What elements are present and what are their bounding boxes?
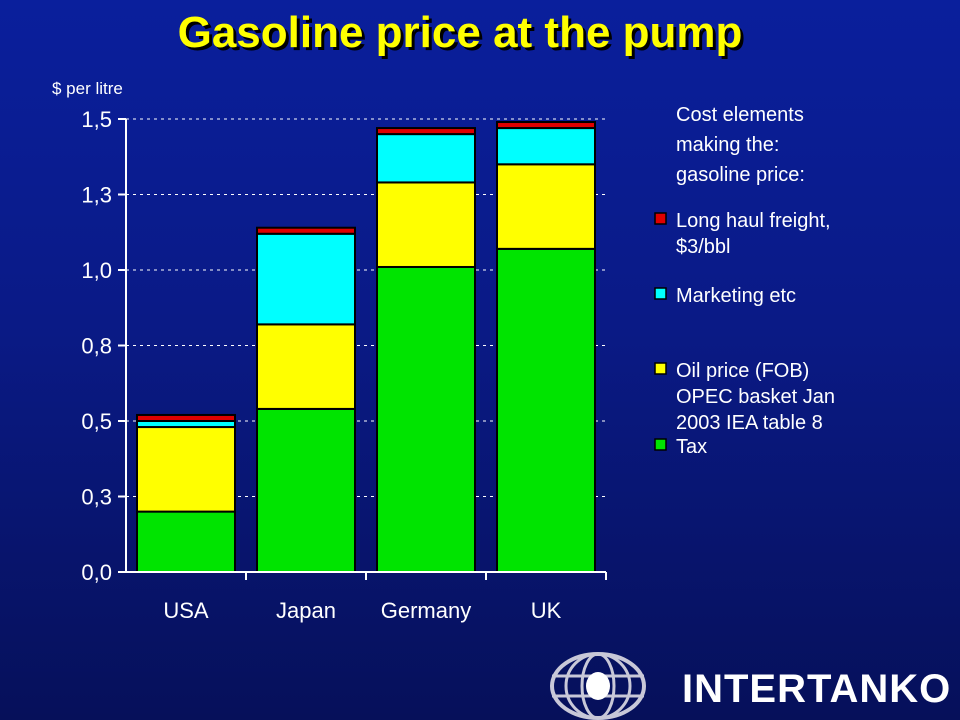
legend-swatch-oil bbox=[654, 362, 667, 375]
x-tick-label: Germany bbox=[381, 598, 471, 623]
bar-segment-oil bbox=[136, 426, 236, 513]
bars-layer bbox=[136, 121, 596, 574]
x-tick-label: USA bbox=[163, 598, 209, 623]
legend-swatch-tax bbox=[654, 438, 667, 451]
legend-label-marketing: Marketing etc bbox=[676, 285, 796, 307]
y-tick-label: 1,5 bbox=[81, 107, 112, 132]
bar-segment-freight bbox=[256, 226, 356, 235]
x-tick-label: Japan bbox=[276, 598, 336, 623]
y-axis-label: $ per litre bbox=[52, 79, 123, 98]
y-tick-label: 1,0 bbox=[81, 258, 112, 283]
y-tick-label: 0,8 bbox=[81, 334, 112, 359]
bar-segment-freight bbox=[136, 413, 236, 422]
globe-icon bbox=[550, 652, 646, 720]
legend-title: Cost elements bbox=[676, 104, 804, 126]
y-tick-label: 0,3 bbox=[81, 485, 112, 510]
bar-segment-freight bbox=[376, 127, 476, 136]
y-tick-label: 1,3 bbox=[81, 183, 112, 208]
bar-segment-oil bbox=[496, 163, 596, 250]
legend-label-freight: $3/bbl bbox=[676, 236, 731, 258]
intertanko-logo: INTERTANKO bbox=[550, 652, 951, 720]
bar-segment-tax bbox=[496, 247, 596, 574]
bar-segment-oil bbox=[376, 181, 476, 268]
legend-swatch-marketing bbox=[654, 287, 667, 300]
legend-title: gasoline price: bbox=[676, 164, 805, 186]
y-tick-label: 0,0 bbox=[81, 560, 112, 585]
legend-swatch-freight bbox=[654, 212, 667, 225]
x-tick-label: UK bbox=[531, 598, 562, 623]
axes-layer: 0,0 0,3 0,5 0,8 1,0 1,3 1,5 USA Japan Germany UK bbox=[81, 107, 607, 623]
bar-segment-freight bbox=[496, 121, 596, 130]
y-tick-label: 0,5 bbox=[81, 409, 112, 434]
bar-segment-tax bbox=[136, 510, 236, 574]
bar-segment-oil bbox=[256, 323, 356, 410]
bar-segment-marketing bbox=[496, 127, 596, 166]
legend-label-freight: Long haul freight, bbox=[676, 210, 831, 232]
legend-label-oil: Oil price (FOB) bbox=[676, 360, 809, 382]
bar-segment-tax bbox=[256, 407, 356, 574]
legend-label-oil: 2003 IEA table 8 bbox=[676, 412, 823, 434]
legend-label-oil: OPEC basket Jan bbox=[676, 386, 835, 408]
bar-segment-tax bbox=[376, 265, 476, 573]
slide-title: Gasoline price at the pump bbox=[177, 8, 743, 57]
legend-label-tax: Tax bbox=[676, 436, 707, 458]
logo-text: INTERTANKO bbox=[682, 667, 951, 711]
legend-title: making the: bbox=[676, 134, 779, 156]
bar-segment-marketing bbox=[376, 133, 476, 184]
legend: Cost elements making the: gasoline price: L… bbox=[654, 104, 835, 458]
bar-segment-marketing bbox=[256, 232, 356, 326]
